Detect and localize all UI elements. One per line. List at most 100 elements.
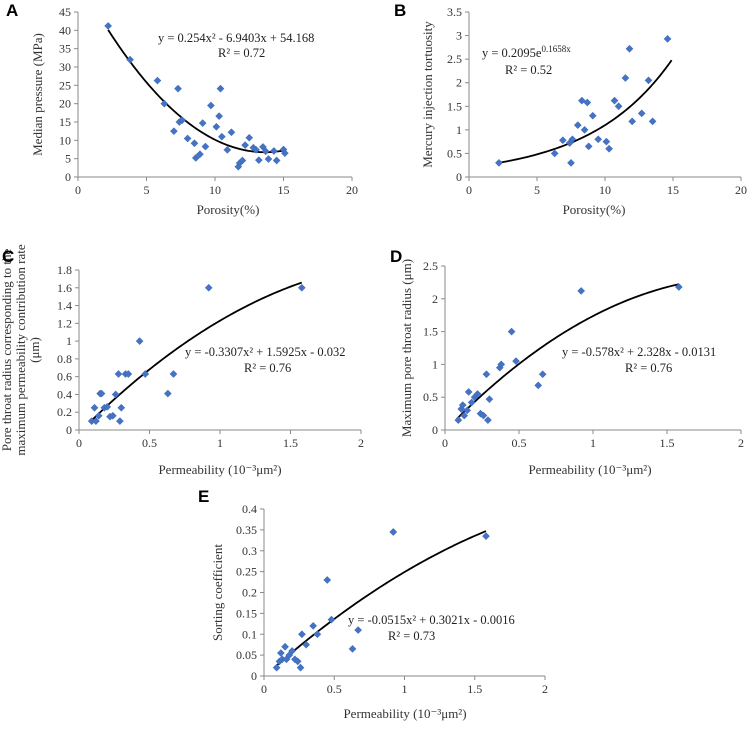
data-point <box>207 101 215 110</box>
y-tick-label: 1 <box>456 123 462 137</box>
y-axis-label-line: (μm) <box>27 337 42 363</box>
y-tick-label: 1 <box>432 357 438 371</box>
data-point <box>479 411 488 420</box>
x-tick-label: 1 <box>402 682 408 696</box>
panel-e: 0 0.5 1 1.5 2 0 0.05 0.1 0.15 0.2 0.25 0.3 0.35 0.4 y … <box>198 487 548 721</box>
y-tick-label: 2.5 <box>447 52 462 66</box>
y-tick-label: 1.5 <box>447 99 462 113</box>
data-point <box>580 125 589 134</box>
y-tick-label: 0.05 <box>236 648 257 662</box>
x-tick-label: 2 <box>358 436 364 450</box>
data-point <box>288 647 296 655</box>
data-point <box>348 644 357 653</box>
data-point <box>117 403 126 412</box>
data-point <box>573 121 582 130</box>
y-tick-label: 0 <box>432 423 438 437</box>
trend-equation: y = 0.254x² - 6.9403x + 54.168 <box>158 31 314 45</box>
data-point <box>644 76 653 85</box>
data-point <box>460 411 469 420</box>
trend-equation: y = -0.3307x² + 1.5925x - 0.032 <box>185 345 346 359</box>
data-point <box>114 370 123 378</box>
x-tick-label: 15 <box>278 183 290 197</box>
data-point <box>254 156 263 165</box>
data-point <box>163 389 172 398</box>
trend-equation-text: y = 0.2095e <box>482 46 542 60</box>
data-point <box>512 357 520 366</box>
x-tick-label: 1.5 <box>660 436 675 450</box>
trend-equation-text: y = -0.0515x² + 0.3021x - 0.0016 <box>348 613 515 627</box>
data-point <box>212 122 221 131</box>
x-tick-label: 0 <box>442 436 448 450</box>
data-point <box>482 370 491 379</box>
x-tick-label: 1.5 <box>467 682 482 696</box>
data-point <box>178 116 187 125</box>
data-point <box>217 132 226 141</box>
data-point <box>567 158 575 167</box>
data-point <box>588 111 597 120</box>
data-point <box>264 155 273 163</box>
y-tick-label: 40 <box>59 23 71 37</box>
y-tick-label: 3 <box>456 29 462 43</box>
y-tick-label: 0.6 <box>57 370 72 384</box>
x-tick-label: 1 <box>217 436 223 450</box>
x-tick-label: 0 <box>76 436 82 450</box>
trend-equation-text: y = -0.578x² + 2.328x - 0.0131 <box>562 345 716 359</box>
r-squared: R² = 0.76 <box>244 361 291 375</box>
data-point <box>170 127 178 136</box>
data-point <box>594 135 603 144</box>
x-tick-label: 0.5 <box>512 436 527 450</box>
y-tick-label: 0.8 <box>57 352 72 366</box>
data-point <box>281 642 289 651</box>
data-point <box>198 119 207 127</box>
data-point <box>482 532 490 541</box>
data-point <box>293 657 302 666</box>
panel-label: D <box>390 247 402 266</box>
data-point <box>454 416 463 425</box>
data-point <box>577 96 586 105</box>
y-tick-label: 1.5 <box>423 325 438 339</box>
trendline <box>498 59 673 164</box>
data-point <box>103 403 112 411</box>
x-axis-label: Permeability (10⁻³μm²) <box>343 706 466 721</box>
data-point <box>297 283 306 292</box>
x-tick-label: 1 <box>590 436 596 450</box>
data-point <box>169 370 178 378</box>
data-point <box>354 626 363 634</box>
data-point <box>276 649 285 657</box>
panel-label: B <box>394 1 406 20</box>
panel-label: E <box>198 487 209 506</box>
y-tick-label: 0.5 <box>423 390 438 404</box>
y-tick-label: 0.25 <box>236 565 257 579</box>
data-point <box>485 395 494 404</box>
x-tick-label: 20 <box>735 183 747 197</box>
data-point <box>90 403 99 412</box>
x-tick-label: 5 <box>534 183 540 197</box>
y-tick-label: 10 <box>59 133 71 147</box>
data-point <box>280 149 289 158</box>
data-point <box>550 149 559 158</box>
data-point <box>124 370 133 378</box>
data-point <box>216 84 225 93</box>
data-point <box>610 96 619 105</box>
data-point <box>241 141 250 149</box>
y-tick-label: 45 <box>59 5 71 19</box>
trendline <box>456 283 680 420</box>
y-tick-label: 0 <box>251 669 257 683</box>
data-point <box>252 145 260 154</box>
r-squared: R² = 0.72 <box>218 46 265 60</box>
data-point <box>473 390 482 398</box>
y-tick-label: 0.4 <box>57 387 72 401</box>
data-point <box>605 144 613 153</box>
y-tick-label: 20 <box>59 97 71 111</box>
data-point <box>116 417 124 425</box>
y-tick-label: 0 <box>65 170 71 184</box>
data-point <box>296 663 305 672</box>
x-axis-label: Porosity(%) <box>563 202 626 217</box>
data-point <box>215 112 223 121</box>
y-axis-label-line: Pore throat radius corresponding to the <box>0 249 14 452</box>
x-tick-label: 0 <box>261 682 267 696</box>
panel-label: A <box>6 1 18 20</box>
x-tick-label: 15 <box>667 183 679 197</box>
y-tick-label: 1.8 <box>57 263 72 277</box>
y-tick-label: 15 <box>59 115 71 129</box>
